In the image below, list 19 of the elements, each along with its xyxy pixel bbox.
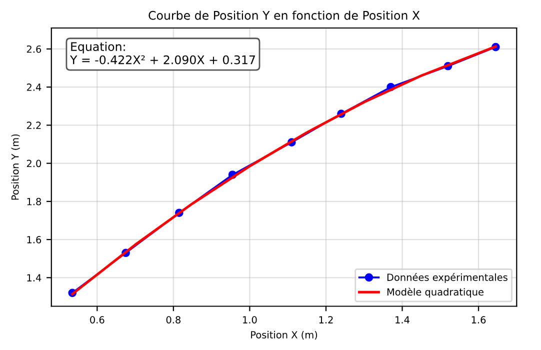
annotation: Equation: Y = -0.422X² + 2.090X + 0.317 bbox=[70, 42, 255, 64]
y-tick-label: 1.6 bbox=[27, 236, 42, 244]
x-tick-label: 1.4 bbox=[396, 316, 410, 324]
chart-title: Courbe de Position Y en fonction de Position X bbox=[148, 10, 420, 20]
y-axis-title: Position Y (m) bbox=[11, 134, 20, 200]
x-tick-label: 1.2 bbox=[319, 316, 333, 324]
y-tick-label: 2.6 bbox=[26, 45, 42, 53]
legend-label: Modèle quadratique bbox=[387, 288, 484, 298]
x-axis-title: Position X (m) bbox=[251, 330, 318, 340]
y-tick-label: 1.8 bbox=[27, 198, 42, 206]
x-tick-label: 1.0 bbox=[243, 316, 257, 324]
x-tick-label: 1.6 bbox=[472, 316, 486, 324]
x-tick-label: 0.8 bbox=[166, 316, 180, 324]
y-tick-label: 1.4 bbox=[27, 274, 42, 282]
x-tick-label: 0.6 bbox=[90, 316, 104, 324]
y-tick-label: 2.4 bbox=[26, 84, 42, 91]
legend-label: Données expérimentales bbox=[387, 273, 508, 283]
y-tick-label: 2.2 bbox=[26, 122, 41, 129]
y-tick-label: 2.0 bbox=[26, 160, 42, 168]
